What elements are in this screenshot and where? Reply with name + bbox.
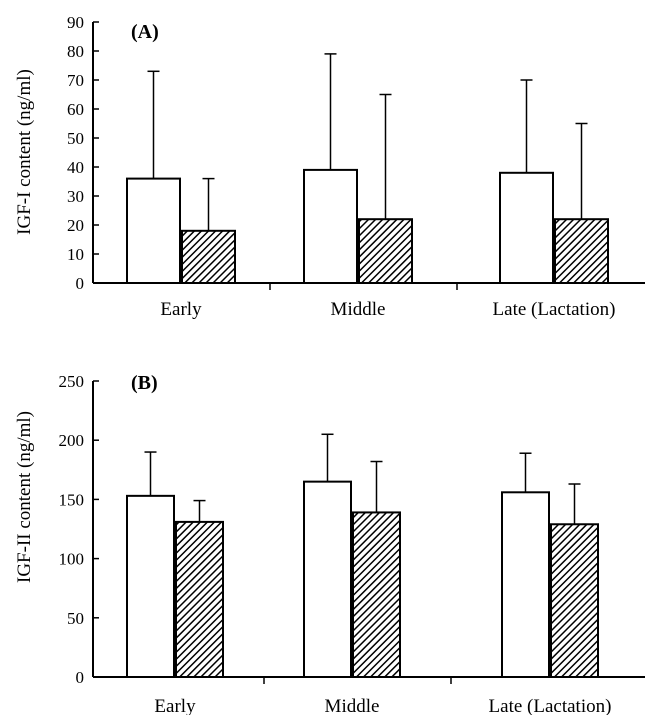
y-tick-label: 20 [67,216,84,235]
category-label: Middle [325,696,380,715]
y-tick-label: 60 [67,100,84,119]
panel-label: (B) [131,372,158,394]
y-tick-label: 250 [59,372,85,391]
chart-panel-b: (B) IGF-II content (ng/ml) 0 50 100 150 200 2… [14,372,645,715]
category-label: Early [160,299,202,320]
y-tick-label: 70 [67,71,84,90]
y-tick-label: 100 [59,550,85,569]
open-bar [304,482,351,677]
y-tick-label: 50 [67,609,84,628]
panel-label: (A) [131,21,159,43]
open-bar [502,492,549,677]
hatched-bar [182,231,235,283]
hatched-bar [176,522,223,677]
open-bar [500,173,553,283]
open-bar [127,496,174,677]
y-tick-label: 0 [76,274,85,293]
hatched-bar [555,219,608,283]
y-tick-label: 0 [76,668,85,687]
category-label: Early [154,696,196,715]
open-bar [127,179,180,283]
open-bar [304,170,357,283]
y-tick-label: 150 [59,490,85,509]
hatched-bar [551,524,598,677]
chart-panel-a: (A) IGF-I content (ng/ml) 0 10 20 30 40 50 60 7… [14,13,645,320]
category-label: Late (Lactation) [493,299,616,320]
y-tick-label: 80 [67,42,84,61]
category-label: Late (Lactation) [489,696,612,715]
y-tick-label: 30 [67,187,84,206]
y-axis-title: IGF-I content (ng/ml) [14,69,35,235]
hatched-bar [359,219,412,283]
y-tick-label: 10 [67,245,84,264]
category-label: Middle [331,299,386,320]
y-tick-label: 90 [67,13,84,32]
y-tick-label: 40 [67,158,84,177]
y-tick-label: 200 [59,431,85,450]
y-axis-title: IGF-II content (ng/ml) [14,411,35,583]
y-tick-label: 50 [67,129,84,148]
hatched-bar [353,512,400,677]
